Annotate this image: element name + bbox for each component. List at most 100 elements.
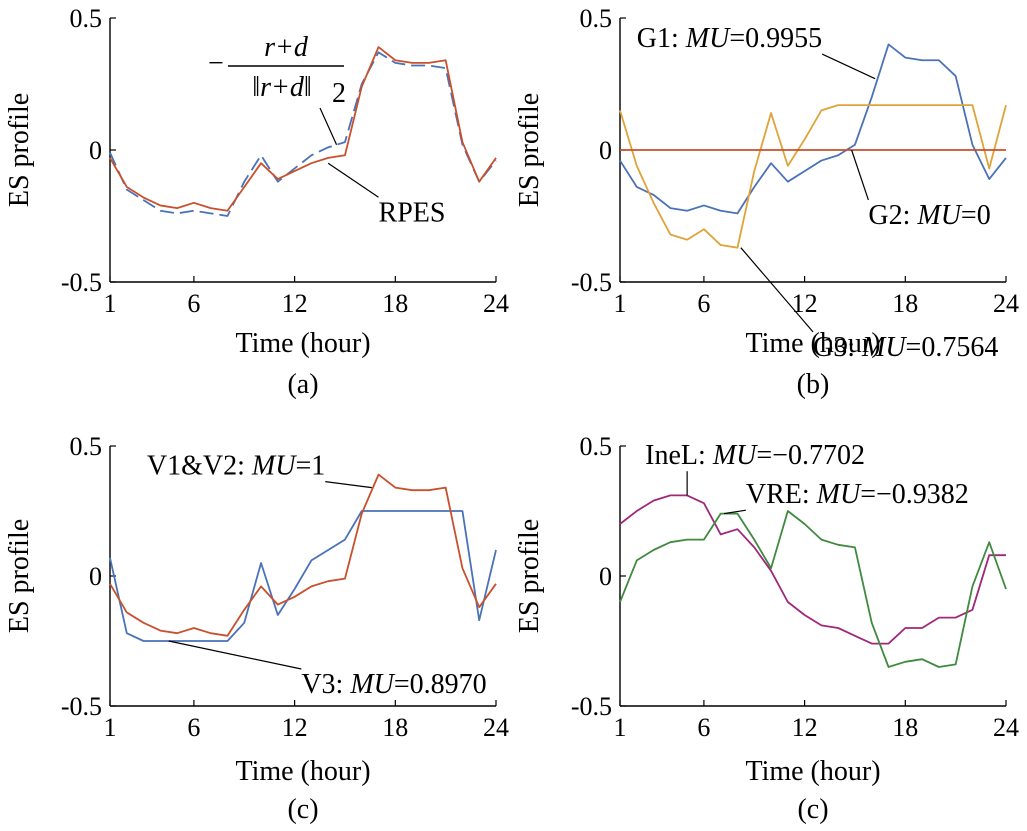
- formula-denominator: ‖r+d‖: [252, 72, 312, 103]
- annotation-value: =0.8970: [394, 669, 487, 700]
- annotation-leader: [740, 247, 814, 333]
- y-axis-label: ES profile: [4, 519, 35, 633]
- x-tick-label: 12: [282, 713, 308, 742]
- y-tick-label: 0: [599, 136, 612, 165]
- x-tick-label: 18: [892, 289, 918, 318]
- y-axis-label: ES profile: [514, 93, 545, 207]
- y-tick-label: -0.5: [571, 268, 612, 297]
- annotation-text: G1:: [637, 23, 686, 54]
- series-line-1: [619, 43, 1007, 215]
- annotation-leader: [325, 481, 372, 489]
- annotation-label: G2: MU=0: [868, 200, 990, 231]
- annotation-value: =0: [961, 200, 991, 231]
- x-tick-label: 6: [187, 713, 200, 742]
- series-line-2: [619, 510, 1007, 668]
- chart-panel-3: 1 6 12 18 24 -0.5 0 0.5 Time (hour) ES profile (c)…: [4, 432, 509, 825]
- y-tick-label: 0: [89, 136, 102, 165]
- x-tick-label: 18: [382, 713, 408, 742]
- panel-caption: (c): [287, 794, 318, 825]
- x-axis-label: Time (hour): [235, 756, 370, 787]
- annotation-label: G1: MU=0.9955: [637, 23, 822, 54]
- annotation-leader: [851, 149, 869, 201]
- x-tick-label: 24: [483, 289, 509, 318]
- y-tick-label: 0.5: [70, 432, 103, 461]
- x-tick-label: 12: [792, 713, 818, 742]
- x-axis-label: Time (hour): [745, 756, 880, 787]
- x-tick-label: 12: [282, 289, 308, 318]
- annotation-leader: [327, 162, 379, 198]
- annotation-text: IneL:: [645, 440, 713, 471]
- annotation-symbol: MU: [861, 332, 907, 363]
- series-line-2: [109, 473, 497, 637]
- x-axis-label: Time (hour): [745, 328, 880, 359]
- x-tick-label: 18: [382, 289, 408, 318]
- chart-panel-4: 1 6 12 18 24 -0.5 0 0.5 Time (hour) ES profile (c)…: [514, 432, 1019, 825]
- annotation-label: V3: MU=0.8970: [301, 669, 486, 700]
- x-tick-label: 24: [993, 713, 1019, 742]
- annotation-value: =0.7564: [906, 332, 999, 363]
- y-tick-label: 0.5: [580, 432, 613, 461]
- x-tick-label: 1: [104, 713, 117, 742]
- x-tick-label: 24: [483, 713, 509, 742]
- y-tick-label: -0.5: [61, 692, 102, 721]
- annotation-text: G2:: [868, 200, 917, 231]
- annotation-value: =1: [295, 451, 325, 482]
- annotation-label: V1&V2: MU=1: [147, 451, 325, 482]
- annotation-symbol: MU: [712, 440, 758, 471]
- annotation-text: G3:: [813, 332, 862, 363]
- x-tick-label: 6: [187, 289, 200, 318]
- annotation-leader: [723, 509, 746, 515]
- x-tick-label: 1: [614, 713, 627, 742]
- panel-caption: (c): [797, 794, 828, 825]
- formula-leader: [319, 107, 338, 145]
- x-axis-label: Time (hour): [235, 328, 370, 359]
- x-tick-label: 24: [993, 289, 1019, 318]
- x-tick-label: 6: [697, 713, 710, 742]
- annotation-label: VRE: MU=−0.9382: [746, 479, 969, 510]
- panel-caption: (a): [287, 369, 318, 400]
- annotation-symbol: MU: [251, 451, 297, 482]
- series-line-2: [109, 46, 497, 212]
- annotation-text: V3:: [301, 669, 350, 700]
- panel-caption: (b): [797, 369, 830, 400]
- annotation-value: =0.9955: [729, 23, 822, 54]
- x-tick-label: 18: [892, 713, 918, 742]
- formula-numerator: r+d: [264, 32, 309, 63]
- y-tick-label: 0: [599, 562, 612, 591]
- x-tick-label: 6: [697, 289, 710, 318]
- annotation-leader: [821, 53, 876, 80]
- series-line-1: [619, 494, 1006, 645]
- annotation-label: G3: MU=0.7564: [813, 332, 998, 363]
- series-line-1: [109, 510, 497, 642]
- annotation-text: VRE:: [746, 479, 817, 510]
- annotation-symbol: MU: [685, 23, 731, 54]
- annotation-label: IneL: MU=−0.7702: [645, 440, 865, 471]
- series-line-1: [109, 51, 497, 217]
- y-tick-label: 0.5: [580, 4, 613, 33]
- y-axis-label: ES profile: [4, 93, 35, 207]
- series-line-2: [619, 104, 1007, 249]
- annotation-value: =−0.7702: [756, 440, 865, 471]
- annotation-symbol: MU: [916, 200, 962, 231]
- x-tick-label: 1: [104, 289, 117, 318]
- chart-panel-1: 1 6 12 18 24 -0.5 0 0.5 Time (hour) ES profile (a)…: [4, 4, 509, 400]
- annotation-value: =−0.9382: [860, 479, 969, 510]
- x-tick-label: 1: [614, 289, 627, 318]
- y-tick-label: -0.5: [61, 268, 102, 297]
- formula-label: − r+d ‖r+d‖ 2: [208, 32, 346, 145]
- annotation-symbol: MU: [349, 669, 395, 700]
- annotation-text: V1&V2:: [147, 451, 252, 482]
- chart-panel-2: 1 6 12 18 24 -0.5 0 0.5 Time (hour) ES profile (b)…: [514, 4, 1019, 400]
- y-tick-label: -0.5: [571, 692, 612, 721]
- annotation-leader: [168, 640, 302, 670]
- annotation-label: RPES: [379, 197, 446, 228]
- annotation-symbol: MU: [816, 479, 862, 510]
- formula-minus: −: [208, 48, 224, 79]
- y-tick-label: 0: [89, 562, 102, 591]
- x-tick-label: 12: [792, 289, 818, 318]
- formula-subscript: 2: [332, 78, 346, 109]
- annotation-text: RPES: [379, 197, 446, 228]
- y-axis-label: ES profile: [514, 519, 545, 633]
- y-tick-label: 0.5: [70, 4, 103, 33]
